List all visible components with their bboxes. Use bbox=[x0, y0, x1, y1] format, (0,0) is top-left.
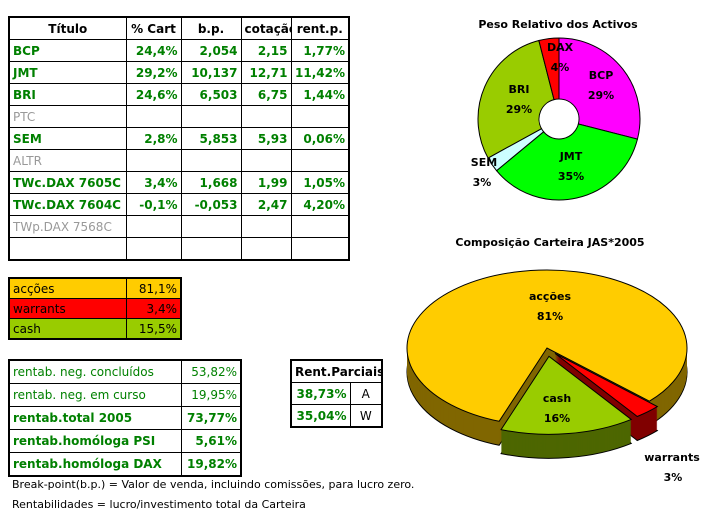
cell-titulo: TWp.DAX 7568C bbox=[8, 215, 127, 238]
slice-top bbox=[554, 352, 659, 418]
slice-jmt bbox=[495, 123, 639, 201]
allocation-value: 3,4% bbox=[125, 298, 182, 319]
slice-label: acções bbox=[529, 290, 571, 303]
slice-value-label: 35% bbox=[558, 170, 584, 183]
cell-cart: 2,8% bbox=[125, 127, 182, 150]
cell-rent bbox=[290, 237, 350, 261]
cell-rent: 4,20% bbox=[290, 193, 350, 216]
partial-header-row: Rent.Parciais bbox=[290, 359, 383, 383]
pie2-title: Composição Carteira JAS*2005 bbox=[455, 236, 644, 249]
return-label: rentab. neg. concluídos bbox=[8, 359, 182, 384]
cell-titulo: JMT bbox=[8, 61, 127, 84]
slice-label: DAX bbox=[547, 41, 574, 54]
allocation-row: cash 15,5% bbox=[8, 318, 182, 340]
slice-value-label: 4% bbox=[551, 61, 570, 74]
return-row: rentab. neg. concluídos 53,82% bbox=[8, 359, 242, 384]
slice-value-label: 29% bbox=[588, 89, 614, 102]
cell-titulo: ALTR bbox=[8, 149, 127, 172]
allocation-row: acções 81,1% bbox=[8, 277, 182, 299]
return-label: rentab.total 2005 bbox=[8, 406, 182, 430]
cell-titulo: TWc.DAX 7605C bbox=[8, 171, 127, 194]
returns-table: rentab. neg. concluídos 53,82% rentab. neg… bbox=[8, 359, 242, 477]
cell-cotacao: 1,99 bbox=[240, 171, 292, 194]
slice-label: JMT bbox=[559, 150, 583, 163]
cell-rent bbox=[290, 215, 350, 238]
slice-value-label: 29% bbox=[506, 103, 532, 116]
partial-returns-table: Rent.Parciais 38,73% A 35,04% W bbox=[290, 359, 384, 428]
partial-value: 35,04% bbox=[290, 404, 351, 428]
holding-row: TWp.DAX 7568C bbox=[8, 215, 350, 238]
return-row: rentab. neg. em curso 19,95% bbox=[8, 383, 242, 407]
allocation-value: 15,5% bbox=[125, 318, 182, 340]
column-header: rent.p. bbox=[290, 16, 350, 40]
holding-row: JMT 29,2% 10,137 12,71 11,42% bbox=[8, 61, 350, 84]
cell-cotacao: 5,93 bbox=[240, 127, 292, 150]
cell-bp: 10,137 bbox=[180, 61, 242, 84]
return-label: rentab.homóloga PSI bbox=[8, 429, 182, 453]
allocation-label: acções bbox=[8, 277, 127, 299]
note-rentabilidades: Rentabilidades = lucro/investimento tota… bbox=[12, 498, 306, 511]
partial-row: 38,73% A bbox=[290, 382, 383, 405]
return-label: rentab.homóloga DAX bbox=[8, 452, 182, 477]
column-header: % Cart bbox=[125, 16, 182, 40]
slice-label: warrants bbox=[644, 451, 700, 464]
cell-bp: -0,053 bbox=[180, 193, 242, 216]
slice-cash bbox=[500, 355, 633, 459]
holding-row: TWc.DAX 7604C -0,1% -0,053 2,47 4,20% bbox=[8, 193, 350, 216]
holding-row: BCP 24,4% 2,054 2,15 1,77% bbox=[8, 39, 350, 62]
partial-key: A bbox=[349, 382, 383, 405]
allocation-label: cash bbox=[8, 318, 127, 340]
allocation-row: warrants 3,4% bbox=[8, 298, 182, 319]
allocation-label: warrants bbox=[8, 298, 127, 319]
slice-label: BRI bbox=[509, 83, 530, 96]
return-value: 5,61% bbox=[180, 429, 242, 453]
slice-label: SEM bbox=[471, 156, 497, 169]
slice-label: BCP bbox=[589, 69, 614, 82]
slice-dax bbox=[538, 37, 560, 101]
slice-value-label: 16% bbox=[544, 412, 570, 425]
cell-rent: 11,42% bbox=[290, 61, 350, 84]
return-row: rentab.homóloga PSI 5,61% bbox=[8, 429, 242, 453]
note-break-point: Break-point(b.p.) = Valor de venda, incl… bbox=[12, 478, 415, 491]
partial-key: W bbox=[349, 404, 383, 428]
slice-top bbox=[500, 355, 633, 435]
return-row: rentab.homóloga DAX 19,82% bbox=[8, 452, 242, 477]
slice-value-label: 3% bbox=[664, 471, 683, 484]
holding-row bbox=[8, 237, 350, 261]
allocation-value: 81,1% bbox=[125, 277, 182, 299]
cell-rent: 1,77% bbox=[290, 39, 350, 62]
cell-bp: 6,503 bbox=[180, 83, 242, 106]
slice-label: cash bbox=[543, 392, 571, 405]
slice-value-label: 3% bbox=[473, 176, 492, 189]
pie1-title: Peso Relativo dos Activos bbox=[478, 18, 638, 31]
slice-top bbox=[406, 269, 688, 422]
slice-bcp bbox=[558, 37, 641, 140]
holdings-table: Título% Cartb.p.cotaçãorent.p.BCP24,4%2,… bbox=[8, 16, 350, 261]
partial-title: Rent.Parciais bbox=[290, 359, 383, 383]
slice-value-label: 81% bbox=[537, 310, 563, 323]
cell-cotacao: 12,71 bbox=[240, 61, 292, 84]
return-value: 19,82% bbox=[180, 452, 242, 477]
allocation-table: acções 81,1% warrants 3,4% cash 15,5% bbox=[8, 277, 182, 340]
cell-cart: 3,4% bbox=[125, 171, 182, 194]
holding-row: SEM 2,8% 5,853 5,93 0,06% bbox=[8, 127, 350, 150]
holding-row: ALTR bbox=[8, 149, 350, 172]
partial-row: 35,04% W bbox=[290, 404, 383, 428]
return-label: rentab. neg. em curso bbox=[8, 383, 182, 407]
holding-row: BRI 24,6% 6,503 6,75 1,44% bbox=[8, 83, 350, 106]
slice-bri bbox=[477, 39, 555, 159]
